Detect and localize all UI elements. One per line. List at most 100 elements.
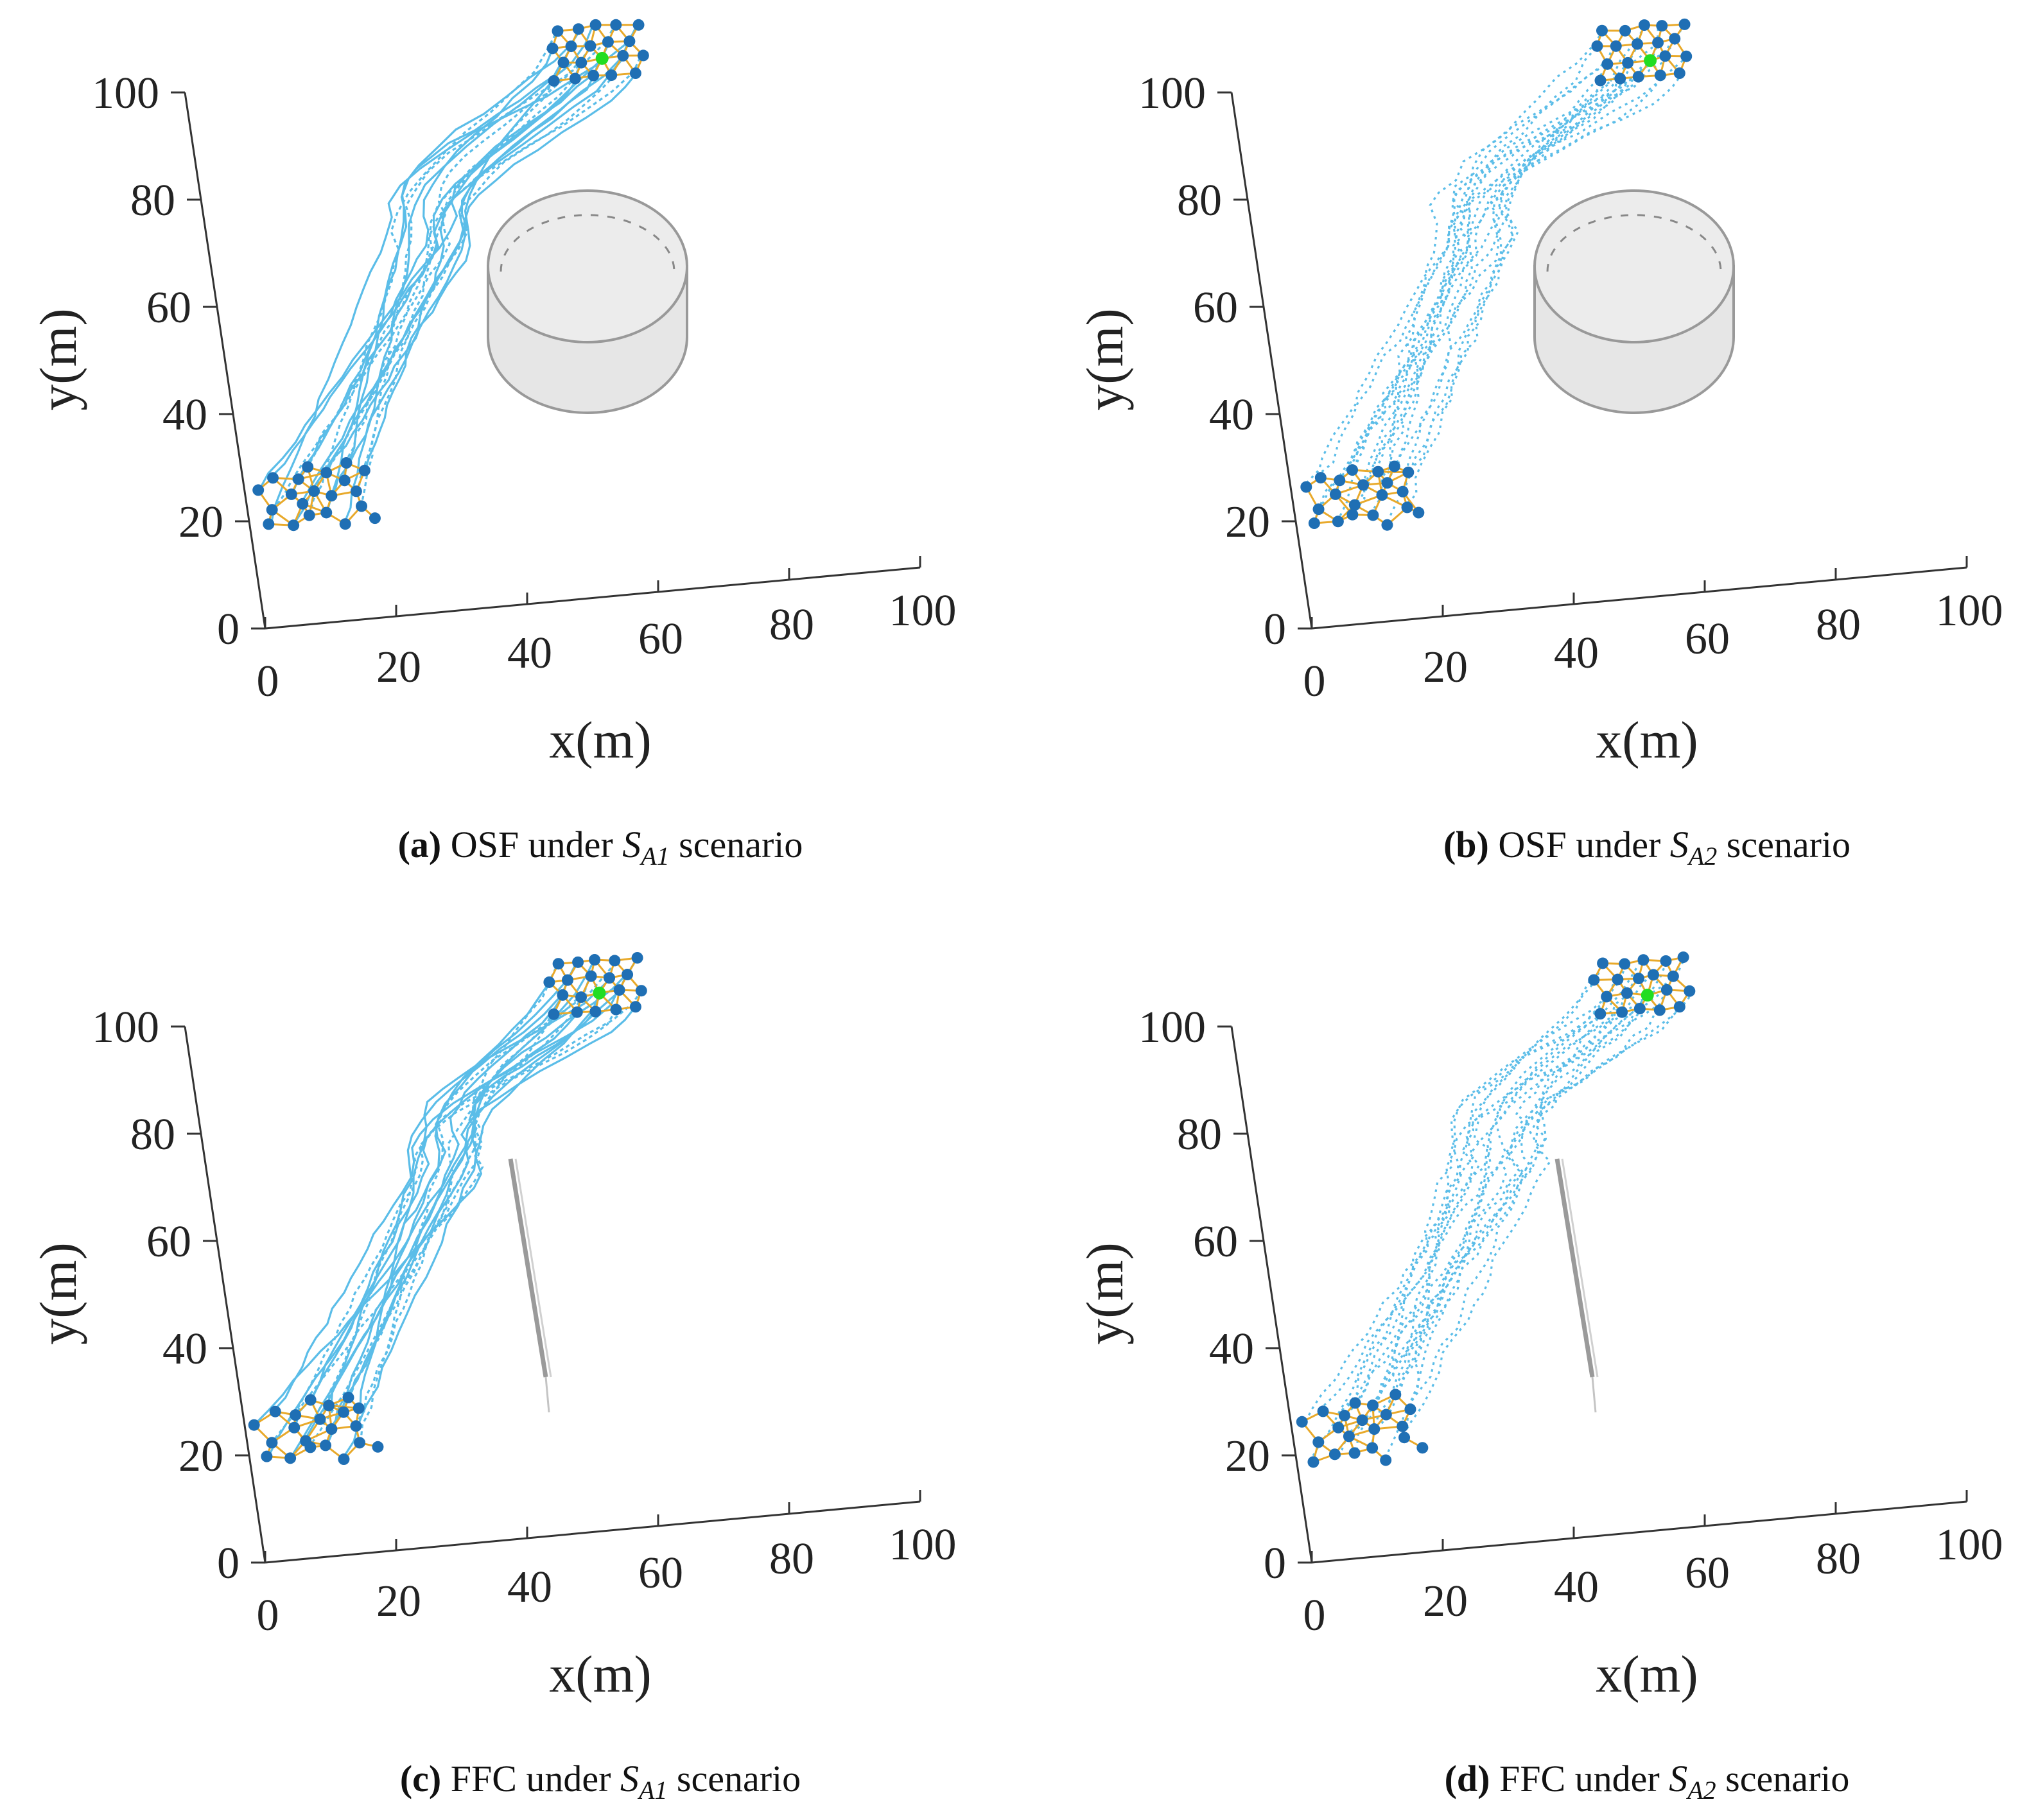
start-formation-node xyxy=(1329,488,1341,500)
start-formation-node xyxy=(358,464,370,476)
end-formation-node xyxy=(1594,74,1607,87)
end-formation-node xyxy=(572,23,584,35)
start-formation-node xyxy=(285,488,297,500)
trajectory-line xyxy=(291,40,630,528)
trajectory-line xyxy=(360,24,616,507)
y-tick-label: 20 xyxy=(1225,498,1270,547)
start-formation-node xyxy=(266,504,278,516)
trajectory-line xyxy=(1380,71,1684,494)
end-formation-node xyxy=(589,1005,602,1018)
obstacle-wall-edge xyxy=(514,1158,552,1378)
y-tick-label: 80 xyxy=(130,176,175,225)
end-formation-node xyxy=(609,955,621,967)
x-tick-label: 100 xyxy=(1936,1520,2003,1570)
start-formation-node xyxy=(303,509,315,521)
start-formation-node xyxy=(1312,503,1325,516)
y-tick-label: 20 xyxy=(179,1432,223,1481)
trajectory-line xyxy=(1315,57,1671,478)
end-formation-node xyxy=(565,40,577,53)
start-formation-node xyxy=(1296,1416,1308,1428)
x-tick-label: 80 xyxy=(769,1534,814,1584)
x-axis-line xyxy=(265,1500,921,1564)
caption-letter: (d) xyxy=(1445,1758,1499,1799)
panel-caption: (c) FFC under SA1 scenario xyxy=(400,1758,801,1805)
start-formation-node xyxy=(1338,1409,1350,1421)
start-formation-node xyxy=(266,1437,278,1449)
trajectory-line xyxy=(326,962,577,1446)
leader-node xyxy=(593,986,606,1000)
x-axis-label: x(m) xyxy=(1596,711,1698,769)
end-formation-node xyxy=(1678,18,1691,30)
x-tick-label: 60 xyxy=(638,1548,683,1598)
start-formation-node xyxy=(252,484,265,496)
end-formation-node xyxy=(561,974,573,986)
start-formation-node xyxy=(1376,489,1388,501)
start-formation-node xyxy=(1366,1442,1379,1454)
y-tick-label: 100 xyxy=(92,69,159,118)
end-formation-node xyxy=(1632,38,1644,50)
start-formation-node xyxy=(1348,1447,1361,1459)
end-formation-node xyxy=(569,73,581,85)
start-formation-node xyxy=(314,1413,326,1425)
trajectory-line xyxy=(1356,978,1592,1405)
start-formation-node xyxy=(326,1423,338,1435)
end-formation-node xyxy=(1622,56,1634,69)
start-formation-node xyxy=(320,507,333,519)
y-tick-label: 80 xyxy=(130,1110,175,1159)
trajectory-line xyxy=(1402,958,1669,1435)
trajectory-line xyxy=(360,960,618,1443)
caption-prefix: FFC under xyxy=(1499,1758,1669,1799)
start-formation-node xyxy=(290,1409,302,1421)
x-tick-label: 60 xyxy=(1685,614,1730,664)
trajectory-line xyxy=(1363,76,1664,487)
x-tick-label: 40 xyxy=(507,628,552,678)
end-formation-node xyxy=(1652,37,1664,49)
end-formation-node xyxy=(1601,991,1613,1003)
y-tick-label: 40 xyxy=(162,390,207,440)
obstacle-cylinder-top xyxy=(1533,189,1735,343)
obstacle-cylinder-top xyxy=(487,189,688,343)
start-formation-node xyxy=(1314,472,1327,484)
trajectory-line xyxy=(326,28,582,512)
start-formation-node xyxy=(1332,516,1344,528)
end-formation-node xyxy=(613,984,625,996)
end-formation-node xyxy=(584,40,597,52)
x-axis-label: x(m) xyxy=(549,1645,651,1703)
trajectory-line xyxy=(1361,1009,1658,1424)
start-formation-node xyxy=(340,457,353,469)
end-formation-node xyxy=(548,74,560,87)
trajectory-line xyxy=(267,958,638,1459)
y-tick-label: 100 xyxy=(1138,69,1206,118)
trajectories xyxy=(253,958,643,1459)
trajectory-line xyxy=(270,56,625,478)
end-formation-node xyxy=(1637,954,1650,966)
trajectory-line xyxy=(1404,44,1659,473)
y-tick-label: 80 xyxy=(1177,176,1222,225)
start-formation-node xyxy=(350,485,362,498)
end-formation-node xyxy=(1633,1003,1646,1015)
trajectory-line xyxy=(1318,992,1666,1411)
end-formation-node xyxy=(1616,1006,1628,1018)
end-formation-node xyxy=(1654,69,1666,82)
end-formation-node xyxy=(1596,24,1608,37)
trajectory-line xyxy=(1374,1007,1680,1426)
end-formation-node xyxy=(1638,19,1650,31)
x-tick-label: 60 xyxy=(1685,1548,1730,1598)
end-formation-node xyxy=(605,69,618,82)
start-formation-node xyxy=(1317,1405,1329,1417)
x-tick-label: 0 xyxy=(1303,657,1326,706)
start-formation-node xyxy=(372,1441,384,1453)
end-formation-node xyxy=(610,1003,622,1016)
start-formation-node xyxy=(1380,1408,1392,1421)
trajectory-line xyxy=(1338,975,1672,1457)
caption-symbol: S xyxy=(622,824,641,865)
trajectory-line xyxy=(293,989,643,1416)
end-formation-node xyxy=(623,35,636,48)
trajectories xyxy=(1305,958,1693,1462)
end-formation-node xyxy=(588,69,600,82)
x-axis-label: x(m) xyxy=(1596,1645,1698,1703)
end-formation-node xyxy=(1612,973,1624,985)
caption-symbol: S xyxy=(620,1758,639,1799)
end-formation-node xyxy=(1591,40,1603,52)
trajectory-line xyxy=(330,978,570,1407)
